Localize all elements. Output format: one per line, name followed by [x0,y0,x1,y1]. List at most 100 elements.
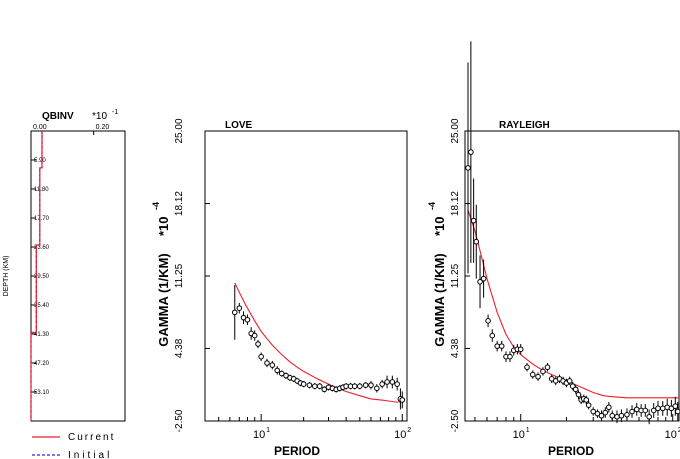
love-observed-point [394,381,400,387]
love-observed-point [399,397,406,403]
love-observed-point [362,382,369,388]
ray-observed-point [477,279,483,285]
q-current-profile [30,131,43,421]
q-depth-tick-label: 5.90 [34,158,46,164]
ray-y-tick-label: 11.25 [450,263,461,288]
rayleigh-y-scale-exponent: -4 [427,202,437,210]
q-depth-tick-label: 53.10 [34,390,50,396]
love-current-curve [234,282,403,403]
ray-y-tick-label: 18.12 [450,191,461,216]
ray-observed-point [602,409,609,416]
love-y-tick-label: 18.12 [174,191,185,216]
ray-x-tick-label: 10 [665,429,677,441]
love-y-tick-label: 11.25 [174,263,185,288]
love-observed-point [351,383,358,390]
q-depth-tick-label: 17.70 [34,216,50,222]
love-observed-point [236,305,243,311]
love-observed-point [258,353,264,360]
love-observed-point [255,341,261,347]
love-observed-points [231,284,406,410]
ray-observed-point [485,318,491,324]
ray-observed-point [590,408,597,415]
love-y-tick-label: 4.38 [174,338,185,358]
ray-observed-point [480,275,487,282]
ray-observed-point [540,368,546,375]
ray-observed-point [629,408,635,415]
love-observed-point [368,382,374,388]
q-depth-tick-label: 11.80 [34,187,49,193]
love-observed-point [244,316,251,323]
q-model-scale-exponent: -1 [112,109,118,116]
love-y-scale-exponent: -4 [151,202,161,210]
ray-observed-point [633,406,640,413]
ray-observed-point [624,411,630,418]
love-observed-point [374,385,380,392]
ray-observed-point [614,413,620,420]
ray-observed-point [507,353,513,360]
q-model-title: QBINV [42,111,74,122]
love-observed-point [316,383,323,390]
q-depth-tick-label: 23.60 [34,245,50,251]
q-x-tick-label: 0.20 [96,124,110,131]
love-y-scale-label: *10 [156,216,171,236]
love-observed-point [384,379,390,385]
love-observed-point [274,367,281,374]
ray-observed-point [470,217,477,224]
ray-observed-point [465,165,471,171]
love-observed-point [306,382,313,388]
rayleigh-observed-points [465,41,680,425]
ray-observed-point [672,403,679,410]
love-observed-point [269,362,276,368]
rayleigh-y-axis: -2.50 4.38 11.25 18.12 25.00 [450,118,470,432]
rayleigh-current-curve [467,209,679,399]
ray-observed-point [585,402,592,408]
q-model-depth-axis: 5.90 11.80 17.70 23.60 29.50 35.40 41.30 47.20 5… [31,158,50,396]
love-observed-point [264,360,270,366]
ray-observed-point [606,404,612,411]
ray-observed-point [544,364,551,371]
q-model-x-axis: 0.00 0.20 [30,124,110,135]
ray-observed-point [489,332,496,339]
rayleigh-plot-frame [464,130,680,422]
love-observed-point [379,381,385,387]
love-observed-point [321,386,328,393]
q-depth-tick-label: 29.50 [34,274,50,280]
ray-observed-point [655,405,661,412]
love-y-axis-label: GAMMA (1/KM) [156,253,171,346]
love-plot-frame [204,130,408,422]
q-depth-tick-label: 41.30 [34,332,50,338]
q-model-depth-label: DEPTH (KM) [3,256,10,297]
love-observed-point [357,383,363,390]
ray-observed-point [498,343,505,349]
love-x-tick-label: 10 [394,429,406,441]
rayleigh-x-axis-label: PERIOD [548,444,594,458]
ray-y-tick-label: -2.50 [450,409,461,432]
ray-observed-point [572,386,579,393]
ray-y-tick-label: 4.38 [450,338,461,358]
ray-observed-point [524,364,530,371]
love-observed-point [389,379,396,385]
q-model-scale-label: *10 [92,111,107,122]
ray-observed-point [473,238,480,245]
love-x-tick-exponent: 1 [266,427,270,434]
ray-x-tick-exponent: 1 [526,427,530,434]
q-depth-tick-label: 35.40 [34,303,50,309]
ray-y-tick-label: 25.00 [450,118,461,143]
ray-observed-point [517,346,524,353]
ray-observed-point [674,408,680,415]
ray-observed-point [618,412,625,419]
ray-observed-point [575,391,582,398]
ray-observed-point [535,373,541,380]
ray-observed-point [583,397,590,403]
legend: Current Initial [32,432,115,459]
q-model-panel: QBINV *10 -1 0.00 0.20 5.90 11.80 17.70 23.6… [3,109,126,422]
ray-observed-point [529,371,536,378]
ray-observed-point [468,149,474,155]
love-x-axis: 10 1 10 2 [204,414,411,441]
rayleigh-title: RAYLEIGH [499,120,550,131]
ray-x-tick-exponent: 2 [678,427,680,434]
legend-current-label: Current [68,432,115,443]
